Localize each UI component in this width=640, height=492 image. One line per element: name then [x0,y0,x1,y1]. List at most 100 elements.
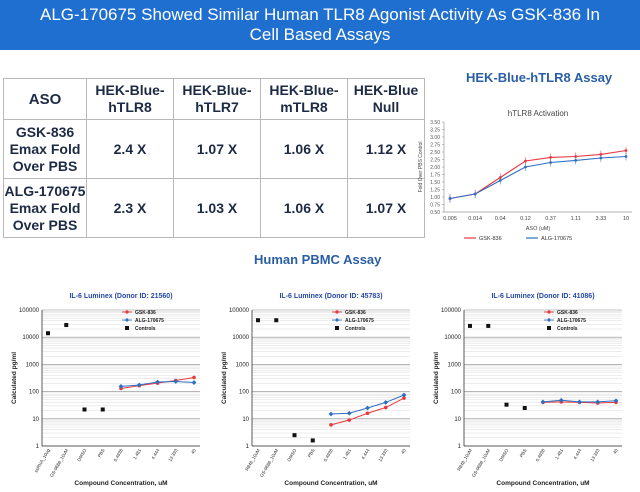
y-tick-label: 1.00 [430,195,440,201]
data-point [595,399,601,405]
legend-marker [335,326,339,330]
hek-assay-title: HEK-Blue-hTLR8 Assay [466,70,613,85]
legend-marker [125,326,129,330]
table-header-cell: ASO [3,78,87,120]
y-tick-label: 10000 [232,335,249,341]
data-point [192,375,196,380]
emax-table: ASO HEK-Blue-hTLR8 HEK-Blue-hTLR7 HEK-Bl… [3,78,425,238]
table-cell: 1.07 X [347,178,425,238]
x-tick-label: 10 [623,216,629,222]
legend-label: Controls [345,326,366,332]
banner-line-2: Cell Based Assays [249,25,391,44]
data-point [624,155,628,158]
y-tick-label: 2.00 [430,165,440,171]
x-tick-label: GS-9688_10uM [471,448,491,478]
x-tick-label: 1.481 [554,448,564,461]
control-point [46,331,50,336]
x-tick-label: 3.33 [595,216,606,222]
x-tick-label: 0.4938 [113,448,124,463]
legend-marker [547,326,551,330]
table-header-cell: HEK-Blue-mTLR8 [260,78,348,120]
y-axis-label: Calculated pg/ml [433,352,440,404]
data-point [558,397,564,403]
y-tick-label: 1 [36,444,40,450]
y-tick-label: 10000 [444,335,461,341]
data-point [473,192,477,196]
chart-title: IL-6 Luminex (Donor ID: 21560) [69,293,172,300]
x-tick-label: DMSO [498,448,509,463]
legend-label: ALG-170675 [345,318,374,324]
y-tick-label: 10 [454,417,461,423]
data-point [136,382,142,388]
table-cell: 1.07 X [173,119,261,179]
chart-title: IL-6 Luminex (Donor ID: 41086) [491,293,594,300]
legend-marker [125,310,129,314]
y-tick-label: 100000 [19,308,40,314]
legend-label: GSK-836 [479,236,502,242]
y-tick-label: 3.50 [430,120,440,126]
y-tick-label: 100 [239,390,250,396]
x-tick-label: GS-9688_10uM [49,448,69,478]
data-point [577,399,582,405]
x-tick-label: 40 [190,448,197,455]
table-row-label: ALG-170675 Emax Fold Over PBS [3,178,87,238]
x-tick-label: 13.333 [589,448,600,463]
data-point [401,392,407,398]
y-tick-label: 0.75 [430,203,440,209]
il6-chart-donor-45783: IL-6 Luminex (Donor ID: 45783) 1 10 100 1000… [221,293,410,487]
y-axis-label: Calculated pg/ml [11,352,18,404]
data-point [448,197,452,200]
x-tick-label: 1.11 [571,216,581,222]
x-tick-label: 4.444 [360,448,370,461]
x-axis-label: ASO (uM) [526,226,551,232]
il6-chart-donor-21560: IL-6 Luminex (Donor ID: 21560) 1 10 100 1000… [11,293,200,487]
y-tick-label: 2.75 [430,143,440,149]
y-tick-label: 100 [29,390,40,396]
y-tick-label: 1 [246,444,250,450]
x-tick-label: 13.333 [167,448,178,463]
y-tick-label: 100 [451,390,462,396]
data-point [402,396,406,400]
y-axis-label: Calculated pg/ml [221,352,228,404]
table-row-label: GSK-836 Emax Fold Over PBS [3,119,87,179]
legend-marker [335,318,339,322]
data-point [191,380,197,385]
x-tick-label: 40 [612,448,619,455]
y-tick-label: 1000 [26,362,40,368]
data-point [498,179,502,182]
data-point [624,149,628,152]
data-point [365,405,370,411]
data-point [549,156,552,159]
y-tick-label: 10 [32,417,39,423]
legend-label: GSK-836 [345,310,366,316]
x-tick-label: PBS [307,448,316,458]
control-point [468,323,472,328]
x-tick-label: 0.4938 [535,448,546,463]
legend-label: Controls [135,326,156,332]
x-tick-label: PBS [97,448,106,458]
table-header-cell: HEK-Blue-hTLR7 [173,78,261,120]
data-point [574,159,578,162]
y-tick-label: 10 [242,417,249,423]
control-point [310,438,315,443]
legend-label: ALG-170675 [541,236,572,242]
x-tick-label: 40 [400,448,407,455]
table-cell: 1.03 X [173,178,261,238]
chart-title: IL-6 Luminex (Donor ID: 45783) [279,293,382,300]
data-point [549,161,552,164]
y-tick-label: 1000 [448,362,462,368]
table-cell: 2.4 X [86,119,174,179]
x-tick-label: ssRNA_10ug [33,448,51,474]
control-point [274,318,279,323]
control-point [100,407,105,412]
control-point [82,407,87,412]
chart-title: hTLR8 Activation [508,109,568,118]
y-tick-label: 2.25 [430,158,440,164]
y-tick-label: 1.25 [430,188,440,194]
table-cell: 1.06 X [260,119,348,179]
title-banner: ALG-170675 Showed Similar Human TLR8 Ago… [0,0,640,50]
y-tick-label: 2.50 [430,150,440,156]
data-point [155,379,160,385]
x-tick-label: 4.444 [572,448,582,461]
x-tick-label: 1.481 [132,448,142,461]
